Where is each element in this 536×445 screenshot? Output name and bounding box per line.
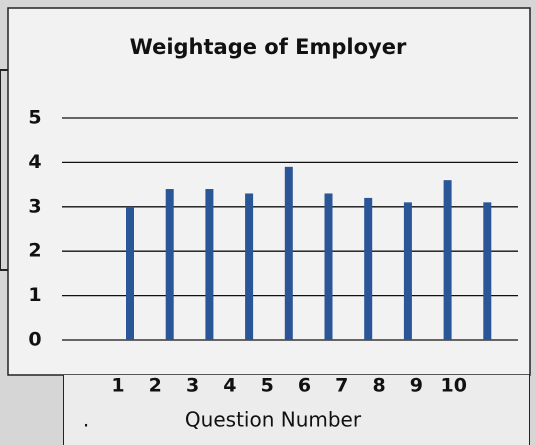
x-tick-label: 3 <box>186 375 199 397</box>
bar <box>483 202 492 340</box>
chart-title: Weightage of Employer <box>130 35 407 59</box>
x-tick-label: 5 <box>261 375 274 397</box>
x-tick-label: 1 <box>111 375 124 397</box>
y-tick-label: 5 <box>28 107 41 129</box>
chart-frame <box>7 7 531 376</box>
x-tick-label: 8 <box>372 375 385 397</box>
bar <box>324 193 333 340</box>
x-tick-label: 6 <box>298 375 311 397</box>
bar <box>443 180 452 340</box>
bar <box>126 206 134 340</box>
bar <box>165 189 174 340</box>
y-tick-label: 2 <box>28 240 41 262</box>
x-tick-label: 4 <box>223 375 236 397</box>
bar <box>284 166 293 340</box>
y-tick-label: 4 <box>28 151 41 173</box>
bar <box>245 193 254 340</box>
x-axis-title: Question Number <box>185 408 362 432</box>
table-cell <box>64 375 529 445</box>
y-tick-label: 3 <box>28 195 41 217</box>
bar <box>364 197 373 340</box>
bar <box>403 202 412 340</box>
footnote: . <box>83 408 89 432</box>
bar <box>205 189 214 340</box>
y-tick-label: 1 <box>28 284 41 306</box>
x-tick-label: 7 <box>335 375 348 397</box>
x-tick-label: 2 <box>149 375 162 397</box>
x-tick-label: 10 <box>440 375 466 397</box>
x-tick-label: 9 <box>410 375 423 397</box>
y-tick-label: 0 <box>28 329 41 351</box>
